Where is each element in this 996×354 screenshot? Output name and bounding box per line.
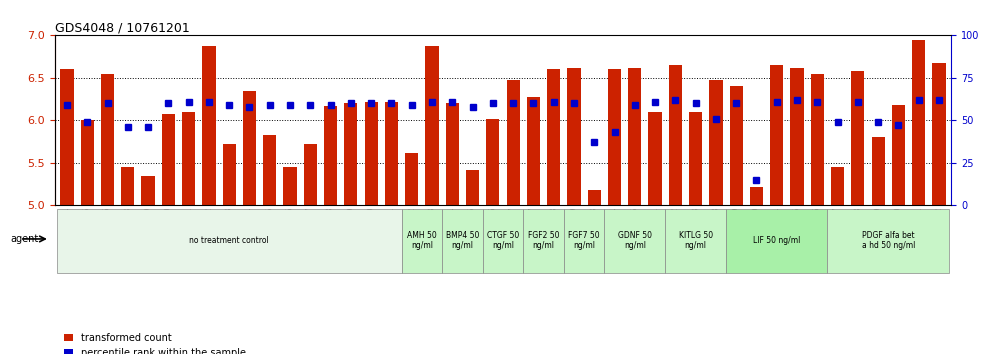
Bar [527, 97, 540, 205]
Bar [568, 68, 581, 205]
Bar [831, 167, 845, 205]
Text: agent: agent [10, 234, 38, 244]
Bar [811, 74, 824, 205]
Bar [101, 74, 115, 205]
Bar [730, 86, 743, 205]
Bar [668, 65, 682, 205]
Bar [202, 46, 215, 205]
FancyBboxPatch shape [523, 209, 564, 273]
Text: FGF7 50
ng/ml: FGF7 50 ng/ml [569, 231, 600, 250]
Bar [425, 46, 438, 205]
Bar [122, 167, 134, 205]
Text: BMP4 50
ng/ml: BMP4 50 ng/ml [446, 231, 479, 250]
Bar [284, 167, 297, 205]
Text: AMH 50
ng/ml: AMH 50 ng/ml [407, 231, 436, 250]
FancyBboxPatch shape [726, 209, 828, 273]
Text: FGF2 50
ng/ml: FGF2 50 ng/ml [528, 231, 560, 250]
Bar [628, 68, 641, 205]
Bar [182, 112, 195, 205]
Bar [588, 190, 601, 205]
Bar [770, 65, 784, 205]
Bar [486, 119, 499, 205]
Bar [345, 103, 358, 205]
Bar [466, 170, 479, 205]
Bar [141, 176, 154, 205]
Bar [384, 102, 398, 205]
Legend: transformed count, percentile rank within the sample: transformed count, percentile rank withi… [60, 329, 250, 354]
Bar [405, 153, 418, 205]
Bar [547, 69, 561, 205]
Text: PDGF alfa bet
a hd 50 ng/ml: PDGF alfa bet a hd 50 ng/ml [862, 231, 915, 250]
Bar [689, 112, 702, 205]
Bar [852, 71, 865, 205]
FancyBboxPatch shape [401, 209, 442, 273]
Bar [891, 105, 905, 205]
Bar [507, 80, 520, 205]
Bar [304, 144, 317, 205]
Bar [445, 103, 459, 205]
Bar [648, 112, 661, 205]
Bar [222, 144, 236, 205]
Text: KITLG 50
ng/ml: KITLG 50 ng/ml [678, 231, 713, 250]
Bar [912, 40, 925, 205]
Bar [872, 137, 884, 205]
Bar [61, 69, 74, 205]
FancyBboxPatch shape [605, 209, 665, 273]
FancyBboxPatch shape [442, 209, 483, 273]
Text: LIF 50 ng/ml: LIF 50 ng/ml [753, 236, 801, 245]
Text: GDNF 50
ng/ml: GDNF 50 ng/ml [618, 231, 651, 250]
FancyBboxPatch shape [665, 209, 726, 273]
Text: no treatment control: no treatment control [189, 236, 269, 245]
Bar [243, 91, 256, 205]
Bar [608, 69, 622, 205]
Bar [324, 106, 338, 205]
Bar [791, 68, 804, 205]
Bar [365, 102, 377, 205]
Bar [750, 187, 763, 205]
Bar [161, 114, 175, 205]
Bar [709, 80, 722, 205]
FancyBboxPatch shape [564, 209, 605, 273]
Bar [263, 135, 276, 205]
FancyBboxPatch shape [57, 209, 401, 273]
Bar [932, 63, 945, 205]
FancyBboxPatch shape [483, 209, 523, 273]
Text: GDS4048 / 10761201: GDS4048 / 10761201 [55, 21, 189, 34]
Bar [81, 120, 94, 205]
Text: CTGF 50
ng/ml: CTGF 50 ng/ml [487, 231, 519, 250]
FancyBboxPatch shape [828, 209, 949, 273]
